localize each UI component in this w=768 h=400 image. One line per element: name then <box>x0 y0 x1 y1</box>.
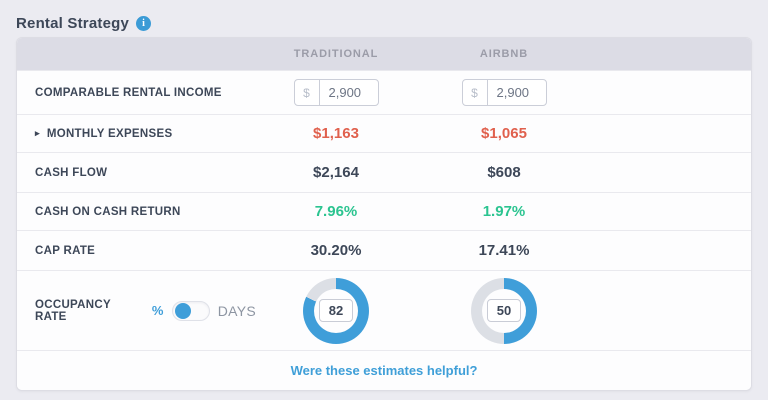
toggle-knob <box>174 302 191 319</box>
row-label-expandable[interactable]: ▸ MONTHLY EXPENSES <box>35 127 173 140</box>
table-row-cap-rate: CAP RATE 30.20% 17.41% <box>17 230 751 270</box>
table-row-comparable-rental-income: COMPARABLE RENTAL INCOME $ $ <box>17 70 751 114</box>
occupancy-value-input-airbnb[interactable]: 50 <box>487 299 521 322</box>
row-label: CASH FLOW <box>35 166 108 179</box>
occupancy-unit-toggle[interactable] <box>171 300 210 321</box>
expand-caret-icon: ▸ <box>35 128 40 138</box>
rental-income-field-airbnb[interactable] <box>487 80 546 105</box>
rental-income-field-traditional[interactable] <box>319 80 378 105</box>
coc-return-value-airbnb: 1.97% <box>482 203 526 220</box>
occupancy-donut-airbnb: 50 <box>471 277 537 344</box>
column-header-traditional: TRADITIONAL <box>293 48 379 60</box>
row-label: CASH ON CASH RETURN <box>35 205 181 218</box>
occupancy-unit-toggle-group: % Days <box>151 300 256 321</box>
expenses-value-airbnb: $1,065 <box>481 125 527 142</box>
table-row-cash-on-cash-return: CASH ON CASH RETURN 7.96% 1.97% <box>17 192 751 230</box>
coc-return-value-traditional: 7.96% <box>314 203 358 220</box>
cap-rate-value-airbnb: 17.41% <box>478 242 530 259</box>
rental-income-input-traditional[interactable]: $ <box>293 79 379 106</box>
currency-prefix: $ <box>295 80 320 105</box>
row-label: CAP RATE <box>35 244 96 257</box>
rental-strategy-card: TRADITIONAL AIRBNB COMPARABLE RENTAL INC… <box>16 37 752 391</box>
page-title: Rental Strategy <box>16 14 130 32</box>
row-label: COMPARABLE RENTAL INCOME <box>35 86 222 99</box>
expenses-value-traditional: $1,163 <box>313 125 359 142</box>
table-row-occupancy-rate: OCCUPANCY RATE % Days 82 50 <box>17 270 751 350</box>
estimates-helpful-link[interactable]: Were these estimates helpful? <box>290 363 478 378</box>
row-label: OCCUPANCY RATE % Days <box>35 298 256 323</box>
currency-prefix: $ <box>463 80 488 105</box>
rental-strategy-widget: Rental Strategy i TRADITIONAL AIRBNB COM… <box>16 10 752 391</box>
table-row-monthly-expenses: ▸ MONTHLY EXPENSES $1,163 $1,065 <box>17 114 751 152</box>
cash-flow-value-traditional: $2,164 <box>313 164 359 181</box>
cap-rate-value-traditional: 30.20% <box>310 242 362 259</box>
occupancy-value-input-traditional[interactable]: 82 <box>319 299 353 322</box>
occupancy-donut-traditional: 82 <box>303 277 369 344</box>
table-header-row: TRADITIONAL AIRBNB <box>17 38 751 70</box>
rental-income-input-airbnb[interactable]: $ <box>461 79 547 106</box>
table-row-cash-flow: CASH FLOW $2,164 $608 <box>17 152 751 192</box>
widget-header: Rental Strategy i <box>16 10 752 36</box>
info-icon[interactable]: i <box>136 15 152 31</box>
column-header-airbnb: AIRBNB <box>479 48 529 60</box>
cash-flow-value-airbnb: $608 <box>487 164 521 181</box>
toggle-option-percent[interactable]: % <box>151 303 164 318</box>
card-footer: Were these estimates helpful? <box>17 350 751 390</box>
toggle-option-days[interactable]: Days <box>217 302 256 319</box>
